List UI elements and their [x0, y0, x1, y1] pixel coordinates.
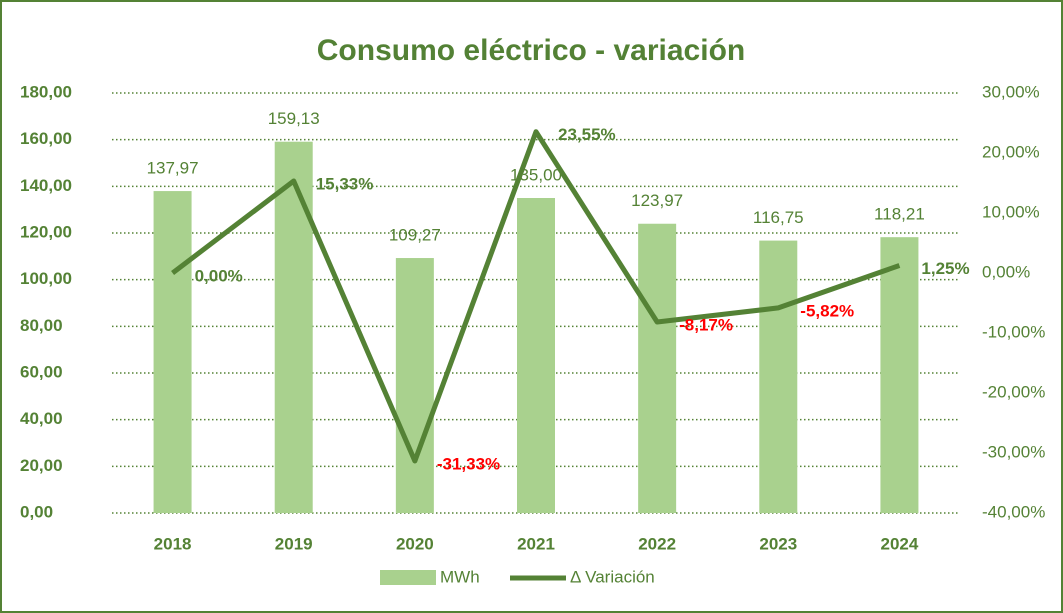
y2-tick-label: -40,00%	[982, 502, 1045, 521]
line-value-label: -8,17%	[679, 316, 733, 335]
x-tick-label: 2018	[154, 534, 192, 553]
bar	[153, 191, 192, 513]
bar-value-label: 137,97	[147, 159, 199, 178]
bar-value-label: 109,27	[389, 226, 441, 245]
bar-value-label: 118,21	[874, 205, 925, 224]
y2-tick-label: 30,00%	[982, 82, 1040, 101]
y-tick-label: 120,00	[20, 222, 72, 241]
chart-title: Consumo eléctrico - variación	[317, 34, 745, 67]
bar-value-label: 123,97	[631, 191, 683, 210]
y-tick-label: 60,00	[20, 362, 63, 381]
bar	[880, 237, 919, 513]
y-tick-label: 40,00	[20, 409, 63, 428]
y2-tick-label: 20,00%	[982, 142, 1040, 161]
y2-tick-label: -10,00%	[982, 322, 1045, 341]
x-tick-label: 2024	[881, 534, 919, 553]
line-value-label: 15,33%	[316, 175, 374, 194]
y-tick-label: 0,00	[20, 502, 53, 521]
y-tick-label: 20,00	[20, 456, 63, 475]
x-tick-label: 2023	[759, 534, 797, 553]
line-value-label: -31,33%	[437, 454, 500, 473]
x-tick-label: 2022	[638, 534, 676, 553]
line-value-label: -5,82%	[800, 301, 854, 320]
y-tick-label: 180,00	[20, 82, 72, 101]
line	[171, 129, 901, 464]
legend-swatch	[380, 570, 436, 585]
y2-tick-label: 10,00%	[982, 202, 1040, 221]
y2-tick-label: 0,00%	[982, 262, 1030, 281]
y2-tick-label: -30,00%	[982, 442, 1045, 461]
line-value-label: 0,00%	[195, 266, 243, 285]
bar	[395, 258, 434, 513]
bar	[759, 240, 798, 514]
x-tick-label: 2021	[517, 534, 555, 553]
bar	[638, 223, 677, 513]
x-tick-label: 2020	[396, 534, 434, 553]
legend-label: MWh	[440, 567, 480, 586]
y-tick-label: 100,00	[20, 269, 72, 288]
y-tick-label: 160,00	[20, 129, 72, 148]
y2-tick-label: -20,00%	[982, 382, 1045, 401]
y-tick-label: 140,00	[20, 176, 72, 195]
x-tick-label: 2019	[275, 534, 313, 553]
bar	[274, 141, 313, 514]
legend-label: Δ Variación	[570, 567, 655, 586]
y-tick-label: 80,00	[20, 316, 63, 335]
bar	[517, 198, 555, 513]
bar-value-label: 116,75	[753, 208, 804, 227]
bar-value-label: 159,13	[268, 109, 320, 128]
line-value-label: 23,55%	[558, 125, 616, 144]
line-value-label: 1,25%	[921, 259, 969, 278]
